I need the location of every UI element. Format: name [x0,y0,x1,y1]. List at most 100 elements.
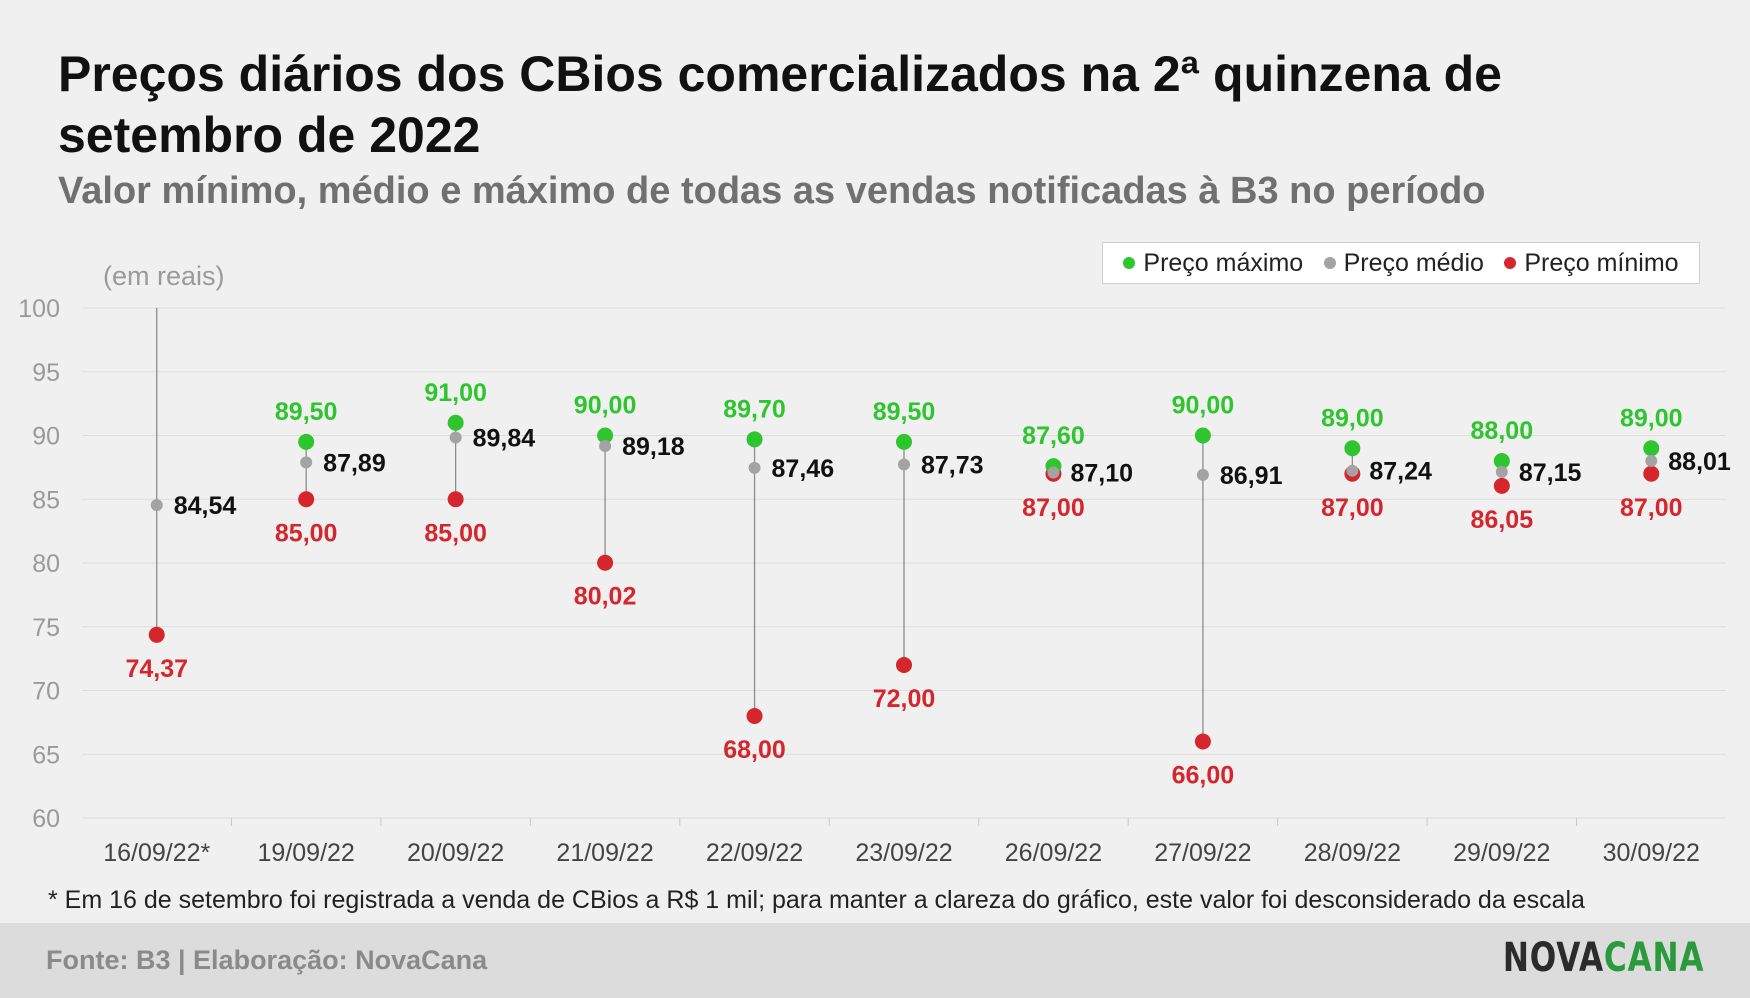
avg-price-dot [300,456,313,469]
min-price-dot [1643,465,1660,482]
y-tick-label: 90 [32,423,60,451]
avg-price-label: 87,89 [323,449,386,477]
avg-price-label: 87,46 [772,455,835,483]
min-price-dot [1493,477,1510,494]
x-tick-label: 19/09/22 [258,839,355,867]
chart-title: Preços diários dos CBios comercializados… [58,46,1502,163]
max-price-dot [447,414,464,431]
min-price-label: 87,00 [1321,494,1384,522]
footer-bar: Fonte: B3 | Elaboração: NovaCana NOVACAN… [0,923,1750,998]
min-price-dot [148,626,165,643]
x-tick-label: 16/09/22* [103,839,210,867]
min-price-label: 87,00 [1620,494,1683,522]
max-price-label: 91,00 [424,379,487,407]
min-price-dot [597,554,614,571]
x-tick-label: 28/09/22 [1304,839,1401,867]
legend-item-max: Preço máximo [1123,249,1303,278]
max-price-dot [896,433,912,450]
min-price-dot [1194,733,1211,750]
min-price-label: 85,00 [275,519,338,547]
novacana-logo: NOVACANA [1502,935,1704,981]
avg-price-label: 89,18 [622,433,685,461]
min-price-label: 85,00 [424,519,487,547]
min-price-dot [298,491,315,508]
y-tick-label: 65 [32,741,60,769]
y-tick-label: 100 [18,295,60,323]
min-price-label: 80,02 [574,583,637,611]
max-price-dot [1643,440,1660,457]
x-tick-label: 22/09/22 [706,839,803,867]
max-price-label: 89,50 [275,398,338,426]
y-tick-label: 70 [32,678,60,706]
legend-label-max: Preço máximo [1143,248,1304,277]
max-price-label: 87,60 [1022,422,1085,450]
min-price-label: 86,05 [1471,506,1534,534]
legend-item-avg: Preço médio [1323,249,1484,278]
x-tick-label: 27/09/22 [1154,839,1251,867]
avg-price-dot [898,458,910,471]
min-price-dot [746,708,763,724]
logo-text-cana: CANA [1603,935,1704,981]
min-price-label: 74,37 [125,655,188,683]
legend-dot-max [1123,257,1136,269]
max-price-label: 89,00 [1321,404,1384,432]
x-tick-label: 29/09/22 [1453,839,1550,867]
avg-price-label: 87,24 [1369,458,1432,486]
min-price-label: 66,00 [1172,762,1235,790]
max-price-dot [597,427,614,444]
x-tick-label: 30/09/22 [1603,839,1700,867]
avg-price-dot [1196,468,1209,481]
avg-price-dot [748,461,761,474]
y-tick-label: 80 [32,550,60,578]
avg-price-label: 89,84 [473,425,536,453]
legend-label-min: Preço mínimo [1524,248,1679,277]
y-tick-label: 60 [32,805,60,833]
legend-dot-avg [1323,257,1336,269]
legend-item-min: Preço mínimo [1504,248,1679,278]
avg-price-label: 88,01 [1668,448,1731,476]
source-credit: Fonte: B3 | Elaboração: NovaCana [46,945,488,975]
y-tick-label: 85 [32,486,60,514]
avg-price-label: 84,54 [174,492,237,520]
max-price-dot [1344,440,1361,457]
avg-price-label: 87,10 [1070,459,1133,487]
footnote: * Em 16 de setembro foi registrada a ven… [48,886,1585,914]
avg-price-dot [599,439,612,452]
avg-price-label: 87,15 [1519,459,1582,487]
avg-price-label: 86,91 [1220,462,1283,490]
y-tick-label: 95 [32,359,60,387]
legend-dot-min [1504,257,1517,269]
y-tick-label: 75 [32,614,60,642]
max-price-label: 88,00 [1471,417,1534,445]
min-price-label: 68,00 [723,736,786,764]
x-tick-label: 20/09/22 [407,839,504,867]
max-price-label: 90,00 [574,392,637,420]
max-price-dot [746,431,763,448]
chart-legend: Preço máximo Preço médio Preço mínimo [1102,242,1700,284]
avg-price-dot [449,431,462,444]
avg-price-label: 87,73 [921,451,984,479]
x-tick-label: 21/09/22 [556,839,653,867]
min-price-dot [447,491,464,508]
chart-subtitle: Valor mínimo, médio e máximo de todas as… [58,170,1486,212]
min-price-label: 87,00 [1022,494,1085,522]
logo-text-nova: NOVA [1502,935,1604,981]
avg-price-dot [1495,465,1508,478]
max-price-dot [1194,427,1211,444]
x-tick-label: 26/09/22 [1005,839,1102,867]
y-axis-title: (em reais) [103,261,225,291]
x-tick-label: 23/09/22 [855,839,952,867]
avg-price-dot [1047,466,1060,479]
avg-price-dot [1346,464,1359,477]
min-price-dot [896,657,912,673]
max-price-label: 89,50 [873,398,936,426]
max-price-label: 89,00 [1620,404,1683,432]
max-price-label: 89,70 [723,395,786,423]
min-price-label: 72,00 [873,685,936,713]
avg-price-dot [1645,454,1658,467]
max-price-label: 90,00 [1172,392,1235,420]
max-price-dot [298,433,315,450]
max-price-dot [1493,453,1510,469]
avg-price-dot [150,499,163,512]
